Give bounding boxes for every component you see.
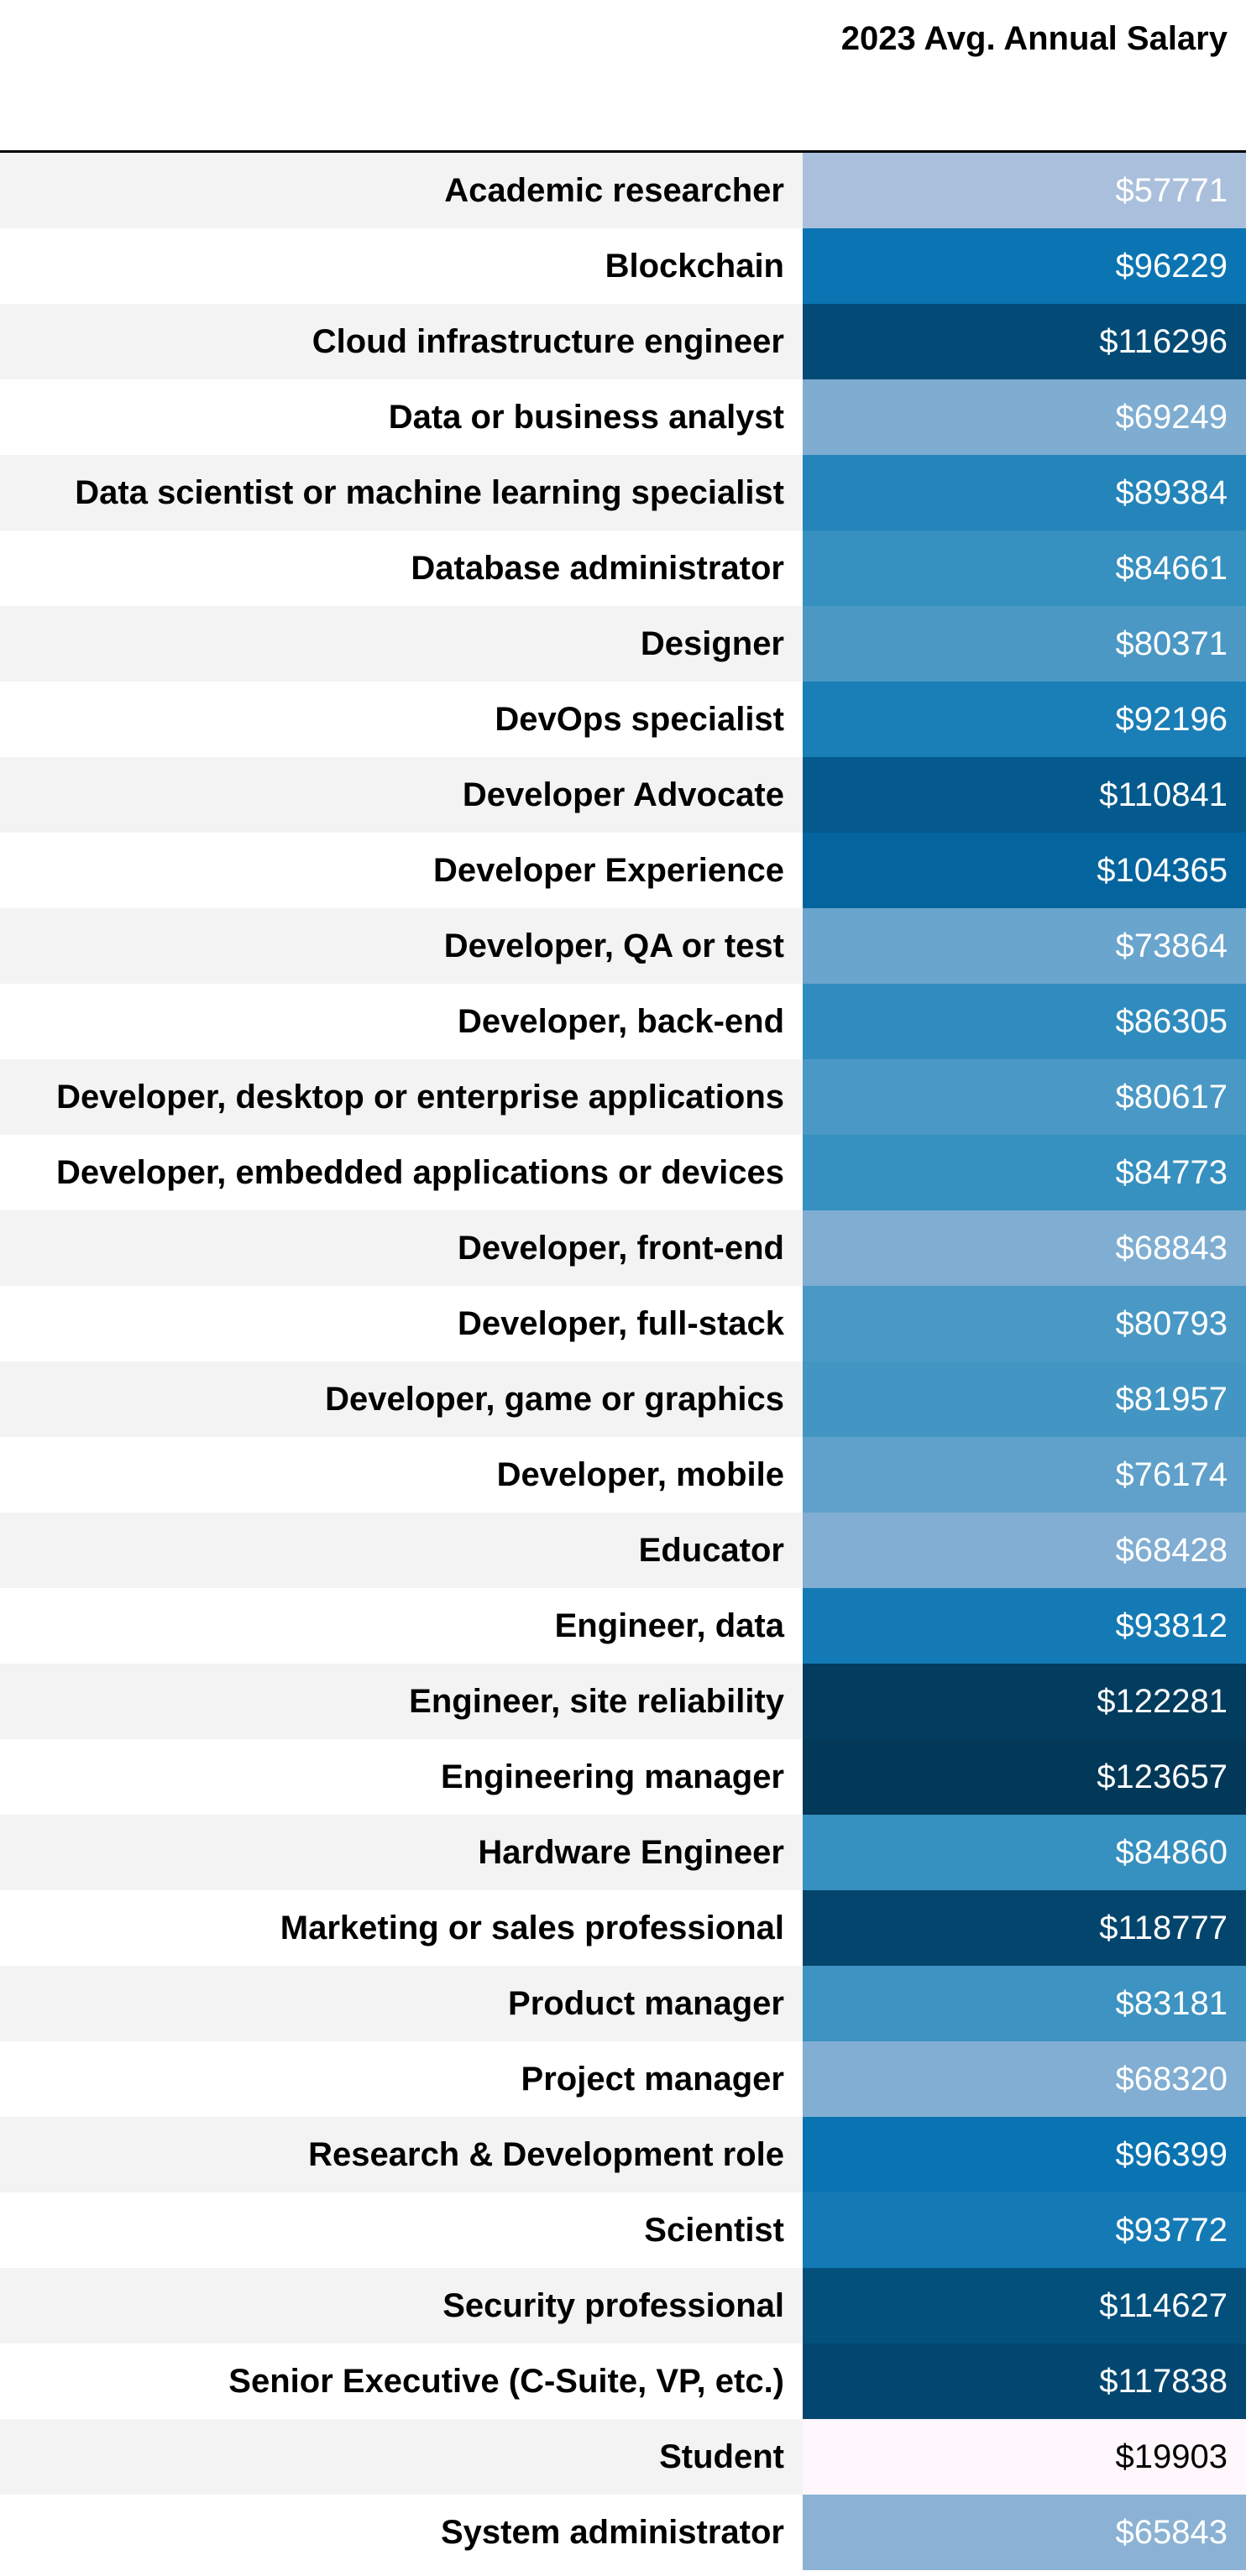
table-row: Developer, embedded applications or devi… [0,1135,1246,1210]
salary-cell: $92196 [803,682,1246,757]
row-label: Developer Experience [433,852,784,889]
salary-cell: $68428 [803,1513,1246,1588]
table-row: Developer Experience $104365 [0,833,1246,908]
salary-cell: $110841 [803,757,1246,833]
row-label: Marketing or sales professional [280,1910,784,1946]
table-row: Research & Development role $96399 [0,2117,1246,2192]
table-row: Database administrator $84661 [0,530,1246,606]
salary-cell: $73864 [803,908,1246,984]
salary-cell: $86305 [803,984,1246,1059]
salary-cell: $104365 [803,833,1246,908]
row-label: Engineer, data [554,1607,784,1644]
table-row: Developer, full-stack $80793 [0,1286,1246,1361]
salary-cell: $84860 [803,1815,1246,1890]
table-row: Hardware Engineer $84860 [0,1815,1246,1890]
table-header: 2023 Avg. Annual Salary [0,0,1246,153]
row-label: Research & Development role [308,2136,784,2173]
table-row: Blockchain $96229 [0,228,1246,304]
salary-cell: $19903 [803,2419,1246,2495]
salary-cell: $80371 [803,606,1246,682]
row-label: Database administrator [411,550,784,587]
salary-cell: $68843 [803,1210,1246,1286]
row-label: Developer, back-end [457,1003,784,1040]
table-row: Developer, QA or test $73864 [0,908,1246,984]
table-row: Developer, game or graphics $81957 [0,1361,1246,1437]
row-label: Developer, full-stack [457,1305,784,1342]
row-label: Student [659,2438,784,2475]
salary-cell: $123657 [803,1739,1246,1815]
row-label: Hardware Engineer [478,1834,784,1871]
row-label: Project manager [521,2061,784,2098]
salary-cell: $83181 [803,1966,1246,2041]
table-row: Product manager $83181 [0,1966,1246,2041]
row-label: Developer, QA or test [443,927,784,964]
salary-cell: $57771 [803,153,1246,228]
salary-cell: $118777 [803,1890,1246,1966]
salary-cell: $68320 [803,2041,1246,2117]
table-row: Developer, front-end $68843 [0,1210,1246,1286]
row-label: Engineer, site reliability [409,1683,784,1720]
row-label: Data scientist or machine learning speci… [75,474,784,511]
table-row: Developer Advocate $110841 [0,757,1246,833]
salary-cell: $65843 [803,2495,1246,2570]
salary-cell: $81957 [803,1361,1246,1437]
table-row: Scientist $93772 [0,2192,1246,2268]
table-row: Developer, desktop or enterprise applica… [0,1059,1246,1135]
salary-cell: $122281 [803,1664,1246,1739]
table-row: Academic researcher $57771 [0,153,1246,228]
row-label: Developer, embedded applications or devi… [56,1154,784,1191]
table-row: Marketing or sales professional $118777 [0,1890,1246,1966]
table-row: Designer $80371 [0,606,1246,682]
row-label: Scientist [644,2212,784,2249]
column-header-salary: 2023 Avg. Annual Salary [840,20,1228,57]
row-label: DevOps specialist [495,701,784,738]
salary-cell: $117838 [803,2343,1246,2419]
salary-cell: $80617 [803,1059,1246,1135]
row-label: Data or business analyst [388,399,784,436]
table-row: Student $19903 [0,2419,1246,2495]
table-row: Data scientist or machine learning speci… [0,455,1246,530]
salary-cell: $84773 [803,1135,1246,1210]
salary-cell: $80793 [803,1286,1246,1361]
salary-cell: $93812 [803,1588,1246,1664]
row-label: Educator [638,1532,784,1569]
row-label: Developer, desktop or enterprise applica… [56,1079,784,1116]
salary-cell: $96399 [803,2117,1246,2192]
row-label: Product manager [508,1985,784,2022]
row-label: Engineering manager [441,1758,784,1795]
row-label: Developer Advocate [462,776,784,813]
table-row: DevOps specialist $92196 [0,682,1246,757]
row-label: Cloud infrastructure engineer [312,323,784,360]
table-row: Educator $68428 [0,1513,1246,1588]
salary-cell: $96229 [803,228,1246,304]
table-row: Senior Executive (C-Suite, VP, etc.) $117… [0,2343,1246,2419]
table-row: Engineer, site reliability $122281 [0,1664,1246,1739]
salary-cell: $69249 [803,379,1246,455]
salary-cell: $76174 [803,1437,1246,1513]
table-row: System administrator $65843 [0,2495,1246,2570]
salary-cell: $84661 [803,530,1246,606]
row-label: Developer, mobile [496,1456,784,1493]
row-label: System administrator [440,2514,784,2551]
salary-cell: $116296 [803,304,1246,379]
table-row: Data or business analyst $69249 [0,379,1246,455]
salary-cell: $114627 [803,2268,1246,2343]
salary-cell: $93772 [803,2192,1246,2268]
salary-cell: $89384 [803,455,1246,530]
row-label: Academic researcher [444,172,784,209]
table-row: Security professional $114627 [0,2268,1246,2343]
row-label: Senior Executive (C-Suite, VP, etc.) [228,2363,784,2400]
row-label: Blockchain [605,248,784,285]
table-row: Engineering manager $123657 [0,1739,1246,1815]
table-row: Developer, mobile $76174 [0,1437,1246,1513]
row-label: Designer [640,625,784,662]
row-label: Developer, front-end [458,1230,784,1267]
table-row: Project manager $68320 [0,2041,1246,2117]
table-row: Developer, back-end $86305 [0,984,1246,1059]
table-row: Cloud infrastructure engineer $116296 [0,304,1246,379]
row-label: Developer, game or graphics [325,1381,784,1418]
row-label: Security professional [442,2287,784,2324]
table-row: Engineer, data $93812 [0,1588,1246,1664]
